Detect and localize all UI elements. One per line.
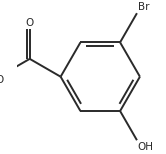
Text: O: O [0,75,3,85]
Text: Br: Br [138,2,149,12]
Text: O: O [26,18,34,28]
Text: OH: OH [138,142,154,152]
